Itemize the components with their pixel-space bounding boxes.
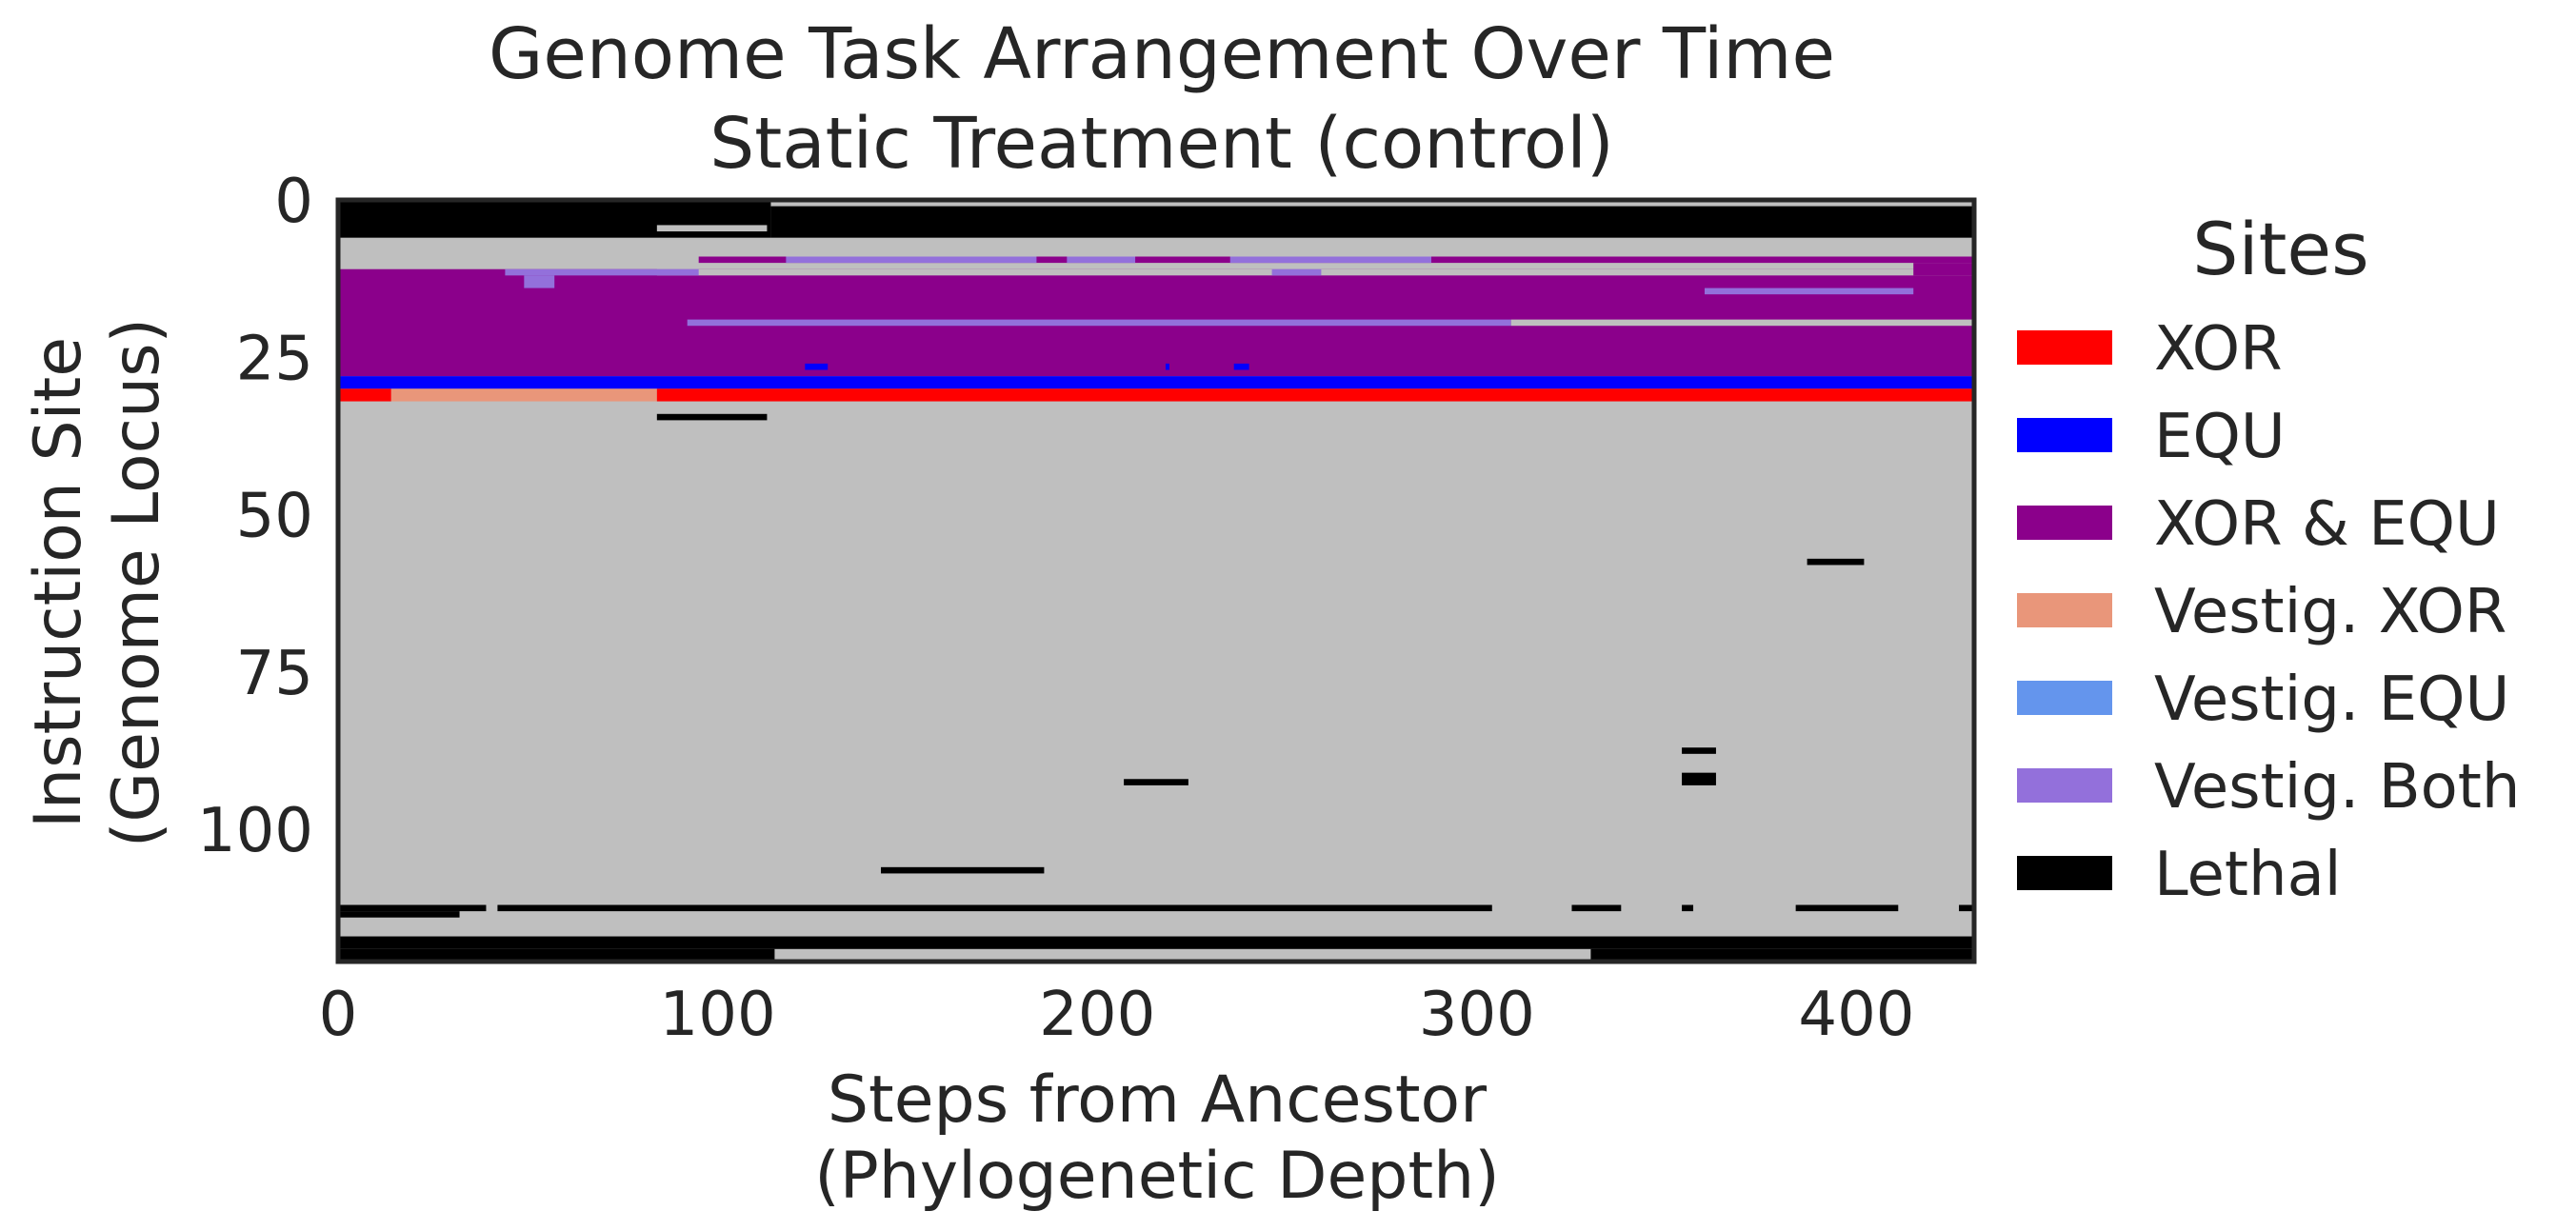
segment-equ <box>1233 363 1249 370</box>
segment-equ <box>338 376 1974 389</box>
x-tick-label: 100 <box>660 980 776 1050</box>
segment-xor <box>656 388 1975 402</box>
chart-title: Genome Task Arrangement Over Time <box>489 13 1835 95</box>
x-tick-label: 300 <box>1419 980 1535 1050</box>
legend-label-xor: XOR <box>2154 314 2283 385</box>
segment-lethal <box>338 911 460 918</box>
y-tick-label: 0 <box>274 167 313 237</box>
segment-xor-and-equ <box>1913 263 1974 276</box>
legend-swatch-xor <box>2017 330 2112 365</box>
segment-lethal <box>1571 904 1622 912</box>
segment-lethal <box>338 936 1974 949</box>
segment-lethal <box>1124 779 1188 785</box>
legend-swatch-xor-and-equ <box>2017 506 2112 540</box>
segment-lethal <box>1807 558 1865 566</box>
x-axis-label-line1: Steps from Ancestor <box>828 1062 1487 1138</box>
segment-vestig-both <box>786 256 1037 264</box>
segment-vestig-both <box>1067 256 1136 264</box>
y-axis-label-line2: (Genome Locus) <box>99 318 174 847</box>
segment-lethal <box>1795 904 1899 912</box>
y-tick-label: 25 <box>236 324 313 394</box>
chart-subtitle: Static Treatment (control) <box>709 103 1613 185</box>
segment-equ <box>1165 363 1169 370</box>
segment-vestig-both <box>1229 256 1431 264</box>
legend-swatch-vestig-both <box>2017 768 2112 803</box>
segment-xor <box>338 388 391 402</box>
legend-label-lethal: Lethal <box>2154 840 2342 910</box>
y-tick-label: 50 <box>236 482 313 552</box>
segment-lethal <box>1959 904 1974 912</box>
segment-vestig-both <box>524 275 555 288</box>
segment-neutral <box>656 225 768 232</box>
segment-lethal <box>770 206 1974 238</box>
segment-lethal <box>1682 904 1694 912</box>
x-tick-label: 200 <box>1039 980 1155 1050</box>
segment-lethal <box>656 413 768 421</box>
segment-neutral <box>1510 319 1974 327</box>
segment-lethal <box>338 948 775 962</box>
x-tick-label: 0 <box>319 980 358 1050</box>
segment-lethal <box>497 904 1492 912</box>
segment-lethal <box>338 200 771 238</box>
plot-frame <box>335 197 1977 964</box>
y-tick-label: 100 <box>197 796 313 866</box>
plot-area <box>338 200 1975 962</box>
legend-label-vestig-both: Vestig. Both <box>2154 752 2520 823</box>
segment-lethal <box>881 866 1045 874</box>
segment-lethal <box>1682 747 1716 754</box>
segment-vestig-both <box>505 268 699 276</box>
y-axis-label-line1: Instruction Site <box>21 337 96 828</box>
x-tick-label: 400 <box>1798 980 1914 1050</box>
x-axis-label-line2: (Phylogenetic Depth) <box>814 1139 1500 1214</box>
segment-lethal <box>338 904 487 912</box>
legend: Sites XOR EQU XOR & EQU Vestig. XOR Vestig. … <box>2017 207 2520 910</box>
segment-equ <box>805 363 829 370</box>
segment-vestig-both <box>1704 288 1914 295</box>
legend-swatch-lethal <box>2017 856 2112 890</box>
legend-swatch-vestig-equ <box>2017 681 2112 715</box>
segment-vestig-xor <box>390 388 657 402</box>
y-tick-label: 75 <box>236 639 313 709</box>
segment-vestig-both <box>687 319 1511 327</box>
legend-swatch-vestig-xor <box>2017 593 2112 627</box>
legend-label-vestig-equ: Vestig. EQU <box>2154 665 2509 735</box>
axes: 0 100 200 300 400 0 25 50 75 100 <box>197 167 1977 1050</box>
segment-vestig-both <box>1271 268 1322 276</box>
legend-title: Sites <box>2192 207 2369 291</box>
legend-swatch-equ <box>2017 418 2112 452</box>
legend-label-vestig-xor: Vestig. XOR <box>2154 577 2506 647</box>
legend-label-xor-and-equ: XOR & EQU <box>2154 489 2500 560</box>
legend-label-equ: EQU <box>2154 402 2286 472</box>
segment-lethal <box>1682 772 1716 785</box>
segment-lethal <box>1590 948 1974 962</box>
